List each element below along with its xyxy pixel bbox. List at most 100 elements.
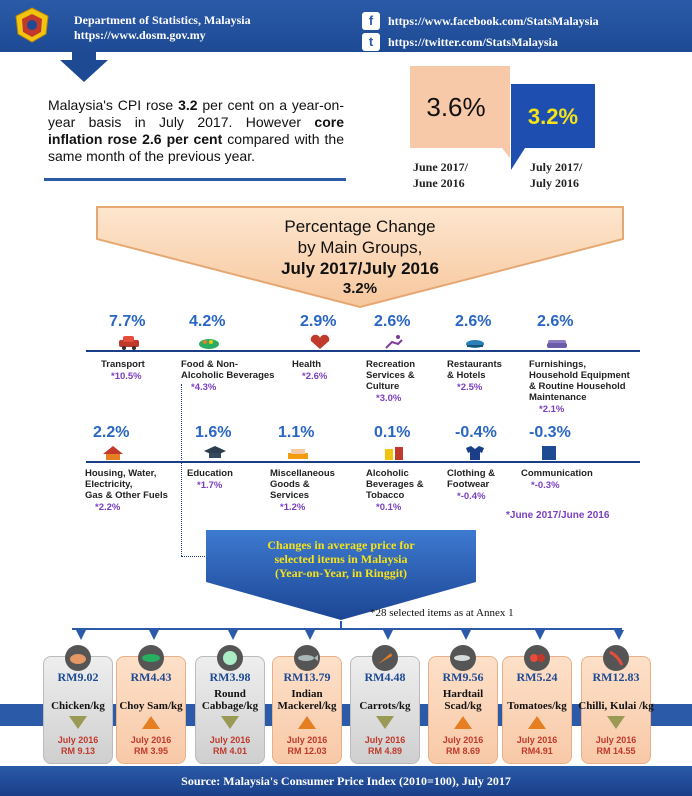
item-name: Indian Mackerel/kg: [277, 688, 337, 712]
groups_row2-prev-3: *0.1%: [376, 502, 402, 513]
price-card: [581, 656, 651, 764]
percentage-change-banner: [96, 206, 624, 309]
june-rate-caption-1: June 2017/: [413, 160, 469, 174]
july-rate-caption-2: July 2016: [530, 176, 580, 190]
item-prev-label: July 2016: [209, 735, 251, 745]
july-rate-box: [511, 84, 595, 170]
dotted-connector-h: [181, 556, 209, 557]
july-rate-caption-1: July 2017/: [530, 160, 583, 174]
tree-branch: [72, 628, 622, 630]
item-prev-price: RM 14.55: [596, 746, 636, 756]
mackerel-icon: [293, 644, 321, 677]
summary-text: Malaysia's CPI rose 3.2 per cent on a ye…: [48, 97, 344, 164]
groups_row2-pct-1: 1.6%: [195, 424, 232, 441]
item-prev-label: July 2016: [516, 735, 558, 745]
org-name: Department of Statistics, Malaysia: [74, 13, 251, 27]
banner-line-2: by Main Groups,: [297, 238, 423, 257]
item-name: Carrots/kg: [359, 700, 411, 712]
tree-drop-arrow: [305, 630, 315, 640]
groups_row1-prev-5: *2.1%: [539, 404, 565, 415]
banner-line-3: July 2017/July 2016: [281, 259, 439, 278]
groups_row1-prev-0: *10.5%: [111, 371, 142, 382]
june-rate-value: 3.6%: [426, 92, 486, 122]
twitter-link[interactable]: https://twitter.com/StatsMalaysia: [388, 35, 558, 49]
price-up-icon: [454, 716, 472, 729]
price-card: [350, 656, 420, 764]
tree-stem: [340, 621, 342, 630]
communication-icon: [537, 444, 559, 460]
chilli-icon: [602, 644, 630, 677]
row1-divider: [86, 350, 640, 352]
tree-drop-arrow: [535, 630, 545, 640]
item-price: RM4.43: [130, 670, 172, 684]
item-prev-label: July 2016: [364, 735, 406, 745]
groups_row2-pct-3: 0.1%: [374, 424, 411, 441]
groups_row1-name-5: Furnishings, Household Equipment & Routi…: [529, 359, 630, 403]
groups_row1-pct-0: 7.7%: [109, 313, 146, 330]
groups_row2-pct-4: -0.4%: [455, 424, 497, 441]
groups_row1-prev-4: *2.5%: [457, 382, 483, 393]
facebook-icon[interactable]: f: [362, 12, 380, 30]
item-prev-label: July 2016: [130, 735, 172, 745]
groups_row1-pct-1: 4.2%: [189, 313, 226, 330]
item-name: Tomatoes/kg: [507, 700, 567, 712]
twitter-icon[interactable]: t: [362, 33, 380, 51]
june-rate-box: [410, 66, 510, 158]
item-prev-price: RM 12.03: [287, 746, 327, 756]
price-down-icon: [376, 716, 394, 729]
groups_row2-pct-0: 2.2%: [93, 424, 130, 441]
groups_row1-name-1: Food & Non- Alcoholic Beverages: [181, 359, 275, 381]
heart-icon: [308, 334, 330, 350]
price-down-icon: [69, 716, 87, 729]
price-up-icon: [142, 716, 160, 729]
price-up-icon: [298, 716, 316, 729]
carrot-icon: [371, 644, 399, 677]
row2-divider: [86, 461, 640, 463]
groups_row2-name-0: Housing, Water, Electricity, Gas & Other…: [85, 468, 168, 501]
groups_row2-pct-2: 1.1%: [278, 424, 315, 441]
groups_row1-pct-5: 2.6%: [537, 313, 574, 330]
item-price: RM4.48: [364, 670, 406, 684]
price-card: [43, 656, 113, 764]
item-prev-price: RM 9.13: [60, 746, 95, 756]
banner-line-1: Percentage Change: [284, 217, 436, 236]
graduation-cap-icon: [203, 444, 226, 460]
item-name: Chilli, Kulai /kg: [578, 700, 654, 712]
price-card: [116, 656, 186, 764]
item-name: Chicken/kg: [51, 700, 105, 712]
clothing-icon: [463, 444, 485, 460]
tree-drop-arrow: [76, 630, 86, 640]
groups_row2-name-5: Communication: [521, 468, 593, 479]
item-name: Choy Sam/kg: [119, 700, 183, 712]
price-card: [272, 656, 342, 764]
tree-drop-arrow: [228, 630, 238, 640]
items-note: *28 selected items as at Annex 1: [370, 607, 514, 619]
item-prev-label: July 2016: [595, 735, 637, 745]
sofa-icon: [545, 334, 567, 350]
groups_row2-prev-5: *-0.3%: [531, 480, 560, 491]
groups_row2-name-2: Miscellaneous Goods & Services: [270, 468, 335, 501]
recreation-icon: [382, 334, 404, 350]
item-price: RM5.24: [516, 670, 558, 684]
groups_row2-prev-1: *1.7%: [197, 480, 223, 491]
facebook-link[interactable]: https://www.facebook.com/StatsMalaysia: [388, 14, 599, 28]
groups_row1-name-0: Transport: [101, 359, 145, 370]
item-prev-label: July 2016: [442, 735, 484, 745]
tree-drop-arrow: [614, 630, 624, 640]
item-prev-label: July 2016: [286, 735, 328, 745]
org-url[interactable]: https://www.dosm.gov.my: [74, 28, 206, 42]
groups_row2-prev-2: *1.2%: [280, 502, 306, 513]
cabbage-icon: [216, 644, 244, 677]
groups_row1-name-4: Restaurants & Hotels: [447, 359, 502, 381]
choy-sam-icon: [137, 644, 165, 677]
item-prev-price: RM 3.95: [133, 746, 168, 756]
groups_row1-prev-1: *4.3%: [191, 382, 217, 393]
item-price: RM13.79: [283, 670, 331, 684]
item-price: RM9.56: [442, 670, 484, 684]
groups_row2-prev-0: *2.2%: [95, 502, 121, 513]
house-icon: [101, 444, 123, 460]
groups_row1-prev-3: *3.0%: [376, 393, 402, 404]
tree-drop-arrow: [149, 630, 159, 640]
tree-drop-arrow: [461, 630, 471, 640]
price-banner-text: Changes in average price for selected it…: [267, 538, 415, 580]
